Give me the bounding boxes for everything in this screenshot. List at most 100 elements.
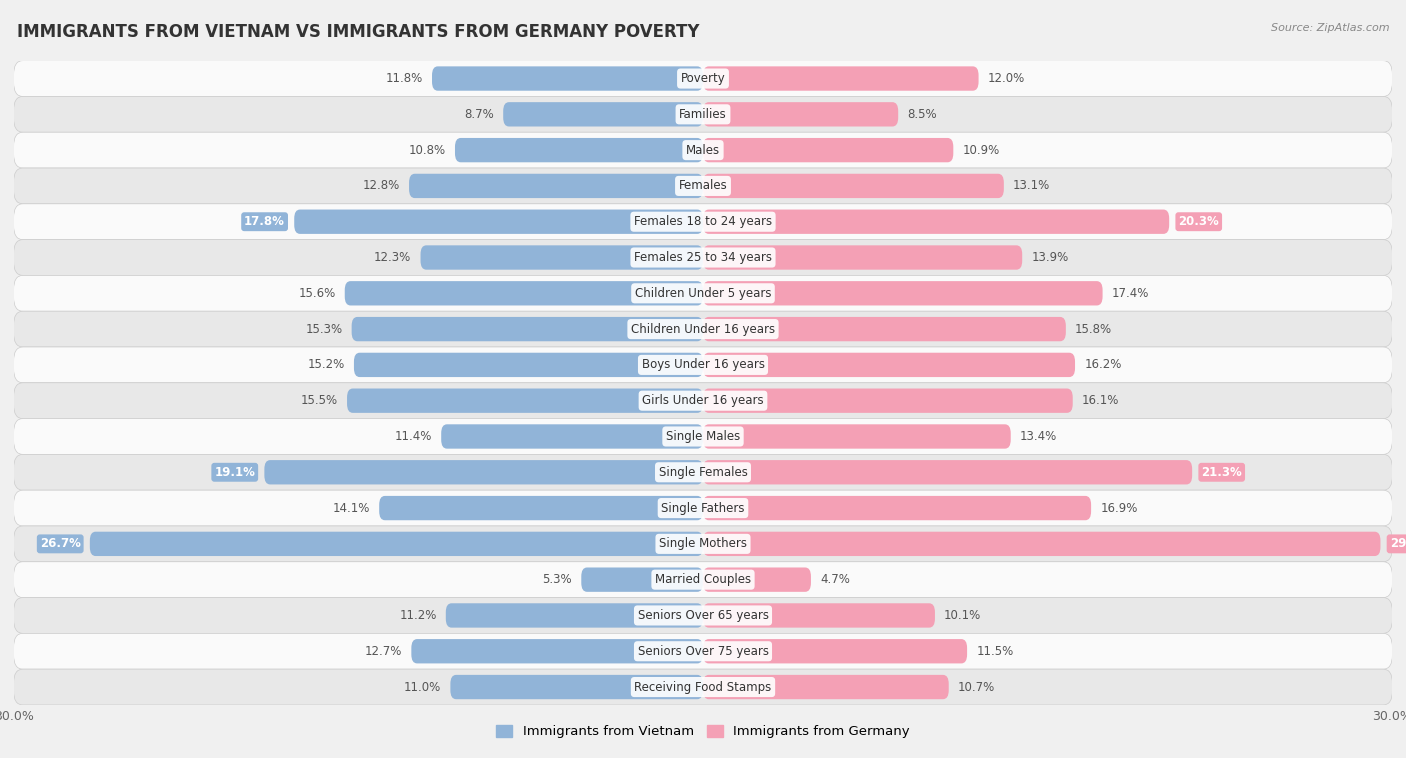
Text: Boys Under 16 years: Boys Under 16 years	[641, 359, 765, 371]
Text: 11.2%: 11.2%	[399, 609, 437, 622]
Text: Single Females: Single Females	[658, 465, 748, 479]
FancyBboxPatch shape	[347, 389, 703, 413]
Text: 14.1%: 14.1%	[333, 502, 370, 515]
Text: 11.0%: 11.0%	[404, 681, 441, 694]
Text: IMMIGRANTS FROM VIETNAM VS IMMIGRANTS FROM GERMANY POVERTY: IMMIGRANTS FROM VIETNAM VS IMMIGRANTS FR…	[17, 23, 699, 41]
FancyBboxPatch shape	[420, 246, 703, 270]
FancyBboxPatch shape	[441, 424, 703, 449]
Text: Children Under 16 years: Children Under 16 years	[631, 323, 775, 336]
Text: Girls Under 16 years: Girls Under 16 years	[643, 394, 763, 407]
FancyBboxPatch shape	[264, 460, 703, 484]
Text: 16.9%: 16.9%	[1101, 502, 1137, 515]
Text: 15.8%: 15.8%	[1076, 323, 1112, 336]
Text: 12.3%: 12.3%	[374, 251, 412, 264]
Text: Females: Females	[679, 180, 727, 193]
Legend: Immigrants from Vietnam, Immigrants from Germany: Immigrants from Vietnam, Immigrants from…	[491, 719, 915, 744]
FancyBboxPatch shape	[90, 531, 703, 556]
Text: Seniors Over 75 years: Seniors Over 75 years	[637, 645, 769, 658]
FancyBboxPatch shape	[703, 67, 979, 91]
Text: Receiving Food Stamps: Receiving Food Stamps	[634, 681, 772, 694]
FancyBboxPatch shape	[14, 454, 1392, 490]
Text: 10.7%: 10.7%	[957, 681, 995, 694]
FancyBboxPatch shape	[354, 352, 703, 377]
FancyBboxPatch shape	[14, 597, 1392, 634]
Text: 13.1%: 13.1%	[1012, 180, 1050, 193]
Text: 15.6%: 15.6%	[298, 287, 336, 300]
Text: 26.7%: 26.7%	[39, 537, 80, 550]
Text: Single Fathers: Single Fathers	[661, 502, 745, 515]
FancyBboxPatch shape	[450, 675, 703, 699]
FancyBboxPatch shape	[703, 424, 1011, 449]
Text: 15.2%: 15.2%	[308, 359, 344, 371]
FancyBboxPatch shape	[703, 352, 1076, 377]
Text: 5.3%: 5.3%	[543, 573, 572, 586]
Text: 11.4%: 11.4%	[395, 430, 432, 443]
FancyBboxPatch shape	[380, 496, 703, 520]
FancyBboxPatch shape	[703, 639, 967, 663]
Text: 16.1%: 16.1%	[1083, 394, 1119, 407]
Text: 16.2%: 16.2%	[1084, 359, 1122, 371]
FancyBboxPatch shape	[703, 246, 1022, 270]
FancyBboxPatch shape	[412, 639, 703, 663]
FancyBboxPatch shape	[14, 168, 1392, 204]
Text: 21.3%: 21.3%	[1201, 465, 1241, 479]
FancyBboxPatch shape	[456, 138, 703, 162]
FancyBboxPatch shape	[703, 174, 1004, 198]
FancyBboxPatch shape	[703, 531, 1381, 556]
FancyBboxPatch shape	[14, 383, 1392, 418]
FancyBboxPatch shape	[14, 526, 1392, 562]
FancyBboxPatch shape	[703, 209, 1170, 234]
Text: 17.8%: 17.8%	[245, 215, 285, 228]
FancyBboxPatch shape	[703, 389, 1073, 413]
FancyBboxPatch shape	[581, 568, 703, 592]
FancyBboxPatch shape	[14, 418, 1392, 454]
Text: Seniors Over 65 years: Seniors Over 65 years	[637, 609, 769, 622]
FancyBboxPatch shape	[703, 317, 1066, 341]
Text: 15.3%: 15.3%	[305, 323, 343, 336]
Text: 17.4%: 17.4%	[1112, 287, 1149, 300]
FancyBboxPatch shape	[703, 496, 1091, 520]
FancyBboxPatch shape	[14, 634, 1392, 669]
Text: 12.8%: 12.8%	[363, 180, 399, 193]
Text: Single Males: Single Males	[666, 430, 740, 443]
Text: 11.8%: 11.8%	[385, 72, 423, 85]
Text: Source: ZipAtlas.com: Source: ZipAtlas.com	[1271, 23, 1389, 33]
Text: 15.5%: 15.5%	[301, 394, 337, 407]
FancyBboxPatch shape	[703, 460, 1192, 484]
FancyBboxPatch shape	[14, 204, 1392, 240]
FancyBboxPatch shape	[703, 281, 1102, 305]
FancyBboxPatch shape	[432, 67, 703, 91]
Text: 10.8%: 10.8%	[409, 143, 446, 157]
FancyBboxPatch shape	[352, 317, 703, 341]
FancyBboxPatch shape	[703, 603, 935, 628]
FancyBboxPatch shape	[14, 562, 1392, 597]
FancyBboxPatch shape	[14, 669, 1392, 705]
Text: Females 25 to 34 years: Females 25 to 34 years	[634, 251, 772, 264]
FancyBboxPatch shape	[14, 96, 1392, 132]
FancyBboxPatch shape	[703, 675, 949, 699]
Text: 10.9%: 10.9%	[963, 143, 1000, 157]
Text: 19.1%: 19.1%	[214, 465, 256, 479]
Text: Poverty: Poverty	[681, 72, 725, 85]
Text: 8.5%: 8.5%	[907, 108, 936, 121]
FancyBboxPatch shape	[14, 61, 1392, 96]
FancyBboxPatch shape	[446, 603, 703, 628]
Text: 8.7%: 8.7%	[464, 108, 494, 121]
Text: 13.9%: 13.9%	[1032, 251, 1069, 264]
FancyBboxPatch shape	[14, 275, 1392, 312]
FancyBboxPatch shape	[344, 281, 703, 305]
FancyBboxPatch shape	[703, 102, 898, 127]
FancyBboxPatch shape	[14, 312, 1392, 347]
Text: 13.4%: 13.4%	[1019, 430, 1057, 443]
Text: 12.0%: 12.0%	[988, 72, 1025, 85]
Text: 12.7%: 12.7%	[364, 645, 402, 658]
Text: Single Mothers: Single Mothers	[659, 537, 747, 550]
FancyBboxPatch shape	[14, 240, 1392, 275]
Text: Children Under 5 years: Children Under 5 years	[634, 287, 772, 300]
Text: 29.5%: 29.5%	[1389, 537, 1406, 550]
Text: Males: Males	[686, 143, 720, 157]
FancyBboxPatch shape	[14, 132, 1392, 168]
Text: 20.3%: 20.3%	[1178, 215, 1219, 228]
FancyBboxPatch shape	[703, 138, 953, 162]
Text: Families: Families	[679, 108, 727, 121]
